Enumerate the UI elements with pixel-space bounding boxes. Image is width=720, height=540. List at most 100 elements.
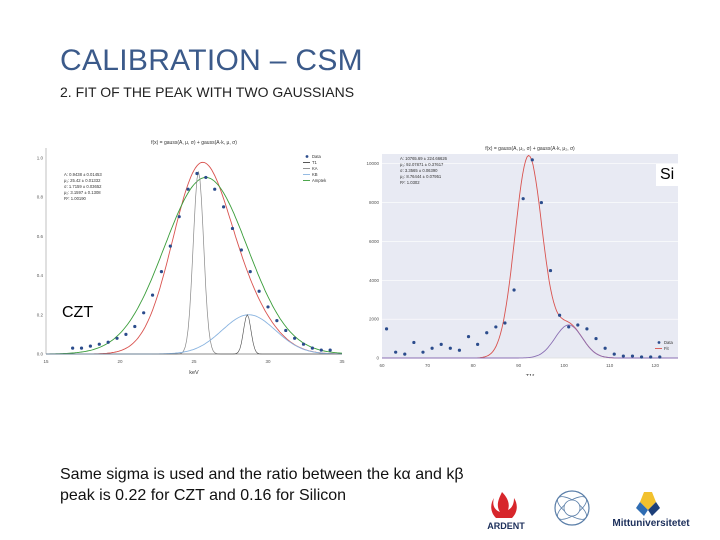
fit-param-text: μ₁: 25.42 ± 0.01332 bbox=[64, 178, 101, 183]
x-tick-label: 35 bbox=[339, 359, 345, 364]
data-point bbox=[222, 205, 226, 209]
legend-entry: Amptek bbox=[312, 178, 327, 183]
data-point bbox=[585, 327, 589, 331]
data-point bbox=[133, 324, 137, 329]
x-tick-label: 90 bbox=[516, 363, 522, 368]
x-tick-label: 60 bbox=[379, 363, 385, 368]
data-point bbox=[106, 340, 110, 344]
t1-curve bbox=[46, 314, 342, 355]
data-point bbox=[494, 325, 498, 329]
data-point bbox=[248, 270, 252, 274]
x-tick-label: 120 bbox=[651, 363, 659, 368]
data-point bbox=[204, 175, 208, 180]
data-point bbox=[630, 354, 635, 358]
si-plot: 60 70 80 90 100 110 120 0 2000 4000 6000 8000 10000 f… bbox=[360, 146, 682, 376]
data-point bbox=[548, 268, 553, 273]
data-point bbox=[150, 293, 155, 297]
data-point bbox=[88, 344, 92, 348]
plot-area bbox=[382, 154, 678, 358]
fit-param-text: μ₂: 3.1597 ± 0.1308 bbox=[64, 190, 101, 195]
data-point bbox=[558, 313, 562, 317]
czt-label: CZT bbox=[58, 302, 98, 324]
data-point bbox=[603, 346, 607, 350]
caption-text: Same sigma is used and the ratio between… bbox=[60, 466, 464, 504]
data-point bbox=[530, 158, 534, 162]
data-point bbox=[439, 342, 443, 346]
fit-param-text: R²: 1.0302 bbox=[400, 180, 420, 185]
x-tick-label: 20 bbox=[117, 359, 123, 364]
data-point bbox=[124, 332, 128, 336]
data-point bbox=[328, 348, 332, 352]
czt-plot: 15 20 25 30 35 0.0 0.2 0.4 0.6 0.8 1.0 f(x) = gauss… bbox=[36, 134, 348, 384]
data-point bbox=[639, 355, 644, 359]
legend-entry: KB bbox=[312, 172, 318, 177]
czt-chart: 15 20 25 30 35 0.0 0.2 0.4 0.6 0.8 1.0 f(x) = gauss… bbox=[37, 140, 345, 376]
data-point bbox=[239, 248, 243, 252]
legend-marker bbox=[657, 341, 661, 344]
data-point bbox=[195, 171, 199, 176]
legend-entry: Data bbox=[664, 340, 674, 345]
data-point bbox=[394, 350, 398, 354]
data-point bbox=[412, 340, 416, 345]
data-point bbox=[612, 352, 616, 356]
y-tick-label: 6000 bbox=[369, 239, 380, 244]
amptek-curve bbox=[46, 176, 343, 355]
data-point bbox=[213, 187, 217, 191]
data-point bbox=[168, 244, 172, 248]
x-tick-label: 30 bbox=[265, 359, 271, 364]
y-tick-label: 2000 bbox=[369, 317, 380, 322]
fit-param-text: σ: 1.7159 ± 0.03652 bbox=[64, 184, 102, 189]
data-point bbox=[186, 187, 190, 191]
chart-title: f(x) = gauss(A, μ, σ) + gauss(A·k, μ, σ) bbox=[151, 140, 237, 146]
data-point bbox=[384, 327, 389, 331]
data-point bbox=[448, 346, 452, 350]
data-point bbox=[421, 350, 425, 354]
fit-param-text: μ₁: 92.07871 ± 0.37617 bbox=[400, 162, 444, 167]
data-point bbox=[319, 348, 323, 352]
x-tick-label: 25 bbox=[191, 359, 197, 364]
data-point bbox=[284, 328, 288, 333]
data-point bbox=[485, 331, 489, 335]
x-tick-label: 15 bbox=[43, 359, 49, 364]
fit-param-text: σ: 3.3565 ± 0.06390 bbox=[400, 168, 438, 173]
x-tick-label: 80 bbox=[471, 363, 477, 368]
slide-title: CALIBRATION – CSM bbox=[60, 44, 363, 77]
x-axis-label: keV bbox=[189, 370, 199, 376]
y-tick-label: 0.4 bbox=[37, 273, 44, 278]
data-point bbox=[512, 288, 516, 292]
cern-logo bbox=[552, 488, 592, 532]
data-point bbox=[230, 226, 235, 231]
svg-text:Mittuniversitetet: Mittuniversitetet bbox=[612, 518, 690, 529]
data-point bbox=[430, 346, 434, 350]
ka-curve bbox=[46, 171, 342, 355]
data-point bbox=[576, 323, 580, 327]
y-tick-label: 8000 bbox=[369, 200, 380, 205]
si-label: Si bbox=[656, 164, 679, 186]
legend-marker bbox=[305, 155, 309, 158]
data-point bbox=[649, 355, 653, 359]
y-tick-label: 0.6 bbox=[37, 234, 44, 239]
mittuniversitetet-logo: Mittuniversitetet bbox=[606, 488, 696, 532]
chart-title: f(x) = gauss(A, μ₁, σ) + gauss(A·k, μ₂, … bbox=[485, 146, 575, 152]
ardent-logo: ARDENT bbox=[478, 488, 534, 532]
fit-param-text: μ₂: 8.76444 ± 0.07951 bbox=[400, 174, 442, 179]
y-tick-label: 0.8 bbox=[37, 195, 44, 200]
y-tick-label: 1.0 bbox=[37, 155, 44, 160]
legend-entry: Data bbox=[312, 154, 322, 159]
data-point bbox=[521, 197, 525, 201]
legend-entry: Fit bbox=[664, 346, 669, 351]
fit-param-text: A: 0.9438 ± 0.01453 bbox=[64, 172, 102, 177]
data-point bbox=[71, 346, 75, 350]
data-point bbox=[97, 342, 101, 346]
y-tick-label: 4000 bbox=[369, 278, 380, 283]
data-point bbox=[293, 336, 297, 340]
legend-entry: T1 bbox=[312, 160, 318, 165]
y-tick-label: 0 bbox=[376, 356, 379, 361]
data-point bbox=[79, 346, 84, 350]
data-point bbox=[301, 342, 306, 346]
data-point bbox=[457, 348, 462, 352]
svg-text:ARDENT: ARDENT bbox=[487, 521, 525, 531]
data-point bbox=[310, 346, 314, 350]
kb-curve bbox=[382, 324, 678, 359]
data-point bbox=[503, 321, 507, 325]
